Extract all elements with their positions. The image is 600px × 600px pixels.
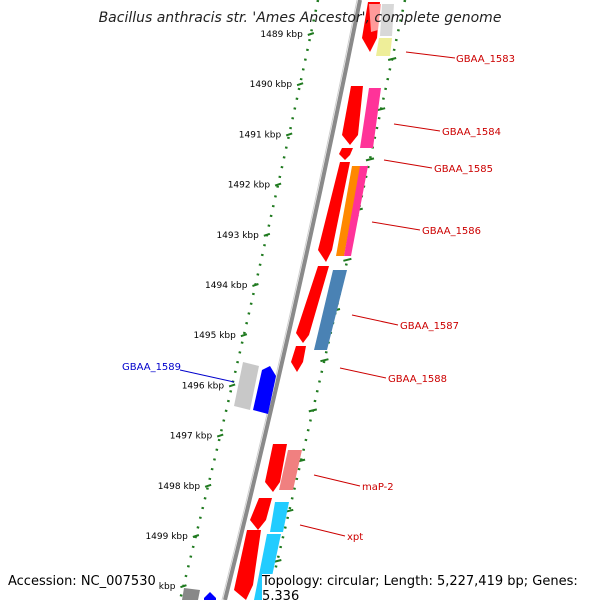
kbp-label: 1490 kbp	[250, 80, 293, 90]
topology-text: Topology: circular; Length: 5,227,419 bp…	[262, 574, 600, 600]
kbp-tick	[228, 383, 236, 388]
kbp-label: 1498 kbp	[158, 482, 201, 492]
gene-label-gbaa-1584[interactable]: GBAA_1584	[442, 127, 501, 138]
kbp-tick	[296, 82, 304, 87]
gene-feature[interactable]	[339, 148, 353, 160]
gene-label-gbaa-1583[interactable]: GBAA_1583	[456, 54, 515, 65]
gene-label-gbaa-1588[interactable]: GBAA_1588	[388, 374, 447, 385]
kbp-label: 1497 kbp	[170, 432, 213, 442]
kbp-label: 1489 kbp	[260, 30, 303, 40]
outer-tick	[387, 57, 397, 61]
gene-feature[interactable]	[376, 38, 392, 56]
kbp-label: 1494 kbp	[205, 281, 248, 291]
kbp-tick	[204, 483, 212, 488]
kbp-label: 1499 kbp	[145, 532, 188, 542]
kbp-tick	[192, 534, 200, 538]
gene-feature[interactable]	[265, 444, 287, 492]
gene-feature[interactable]	[253, 366, 276, 414]
genome-backbone	[223, 0, 362, 600]
outer-tick	[376, 107, 386, 112]
gene-feature[interactable]	[344, 166, 368, 256]
gene-label-xpt[interactable]: xpt	[347, 532, 363, 543]
gene-label-gbaa-1587[interactable]: GBAA_1587	[400, 321, 459, 332]
kbp-tick	[307, 32, 315, 36]
kbp-label: 1493 kbp	[216, 231, 259, 241]
gene-feature[interactable]	[380, 4, 394, 36]
gene-feature[interactable]	[182, 588, 200, 600]
accession-text: Accession: NC_007530	[8, 574, 158, 589]
outer-tick	[365, 157, 375, 162]
gene-feature[interactable]	[369, 4, 381, 32]
kbp-tick	[274, 182, 282, 187]
outer-tick	[343, 257, 352, 262]
kbp-tick	[263, 232, 271, 237]
kbp-label: 1496 kbp	[182, 381, 225, 391]
gene-label-gbaa-1589[interactable]: GBAA_1589	[122, 362, 181, 373]
forward-genes	[234, 2, 394, 600]
gene-feature[interactable]	[254, 534, 281, 600]
kbp-tick	[240, 333, 248, 338]
gene-feature[interactable]	[234, 362, 259, 410]
kbp-tick	[180, 584, 187, 589]
gene-feature[interactable]	[360, 88, 381, 148]
gene-feature[interactable]	[291, 346, 306, 372]
kbp-tick	[252, 283, 259, 287]
gene-label-gbaa-1585[interactable]: GBAA_1585	[434, 164, 493, 175]
label-leader-lines	[179, 51, 456, 537]
outer-tick	[320, 358, 329, 363]
outer-tick	[308, 408, 318, 413]
kbp-tick	[285, 132, 293, 137]
kbp-label: 1491 kbp	[239, 130, 282, 140]
gene-labels: GBAA_1583 GBAA_1584 GBAA_1585 GBAA_1586 …	[122, 54, 515, 543]
kbp-ticks	[180, 32, 397, 589]
genome-backbone-highlight	[221, 0, 358, 600]
gene-feature[interactable]	[314, 270, 347, 350]
gene-label-map-2[interactable]: maP-2	[362, 482, 394, 493]
gene-feature[interactable]	[234, 530, 261, 600]
gene-feature[interactable]	[204, 592, 216, 600]
gene-feature[interactable]	[279, 450, 302, 490]
kbp-tick	[216, 433, 224, 438]
gene-feature[interactable]	[296, 266, 329, 343]
gene-feature[interactable]	[336, 166, 361, 256]
gene-label-gbaa-1586[interactable]: GBAA_1586	[422, 226, 481, 237]
kbp-label: 1495 kbp	[193, 331, 236, 341]
gene-feature[interactable]	[270, 502, 289, 532]
gene-feature[interactable]	[250, 498, 272, 530]
map-title: Bacillus anthracis str. 'Ames Ancestor',…	[98, 10, 502, 26]
kbp-label: 1492 kbp	[228, 181, 271, 191]
gene-feature[interactable]	[318, 162, 350, 262]
reverse-genes	[182, 362, 276, 600]
gene-feature[interactable]	[342, 86, 363, 145]
